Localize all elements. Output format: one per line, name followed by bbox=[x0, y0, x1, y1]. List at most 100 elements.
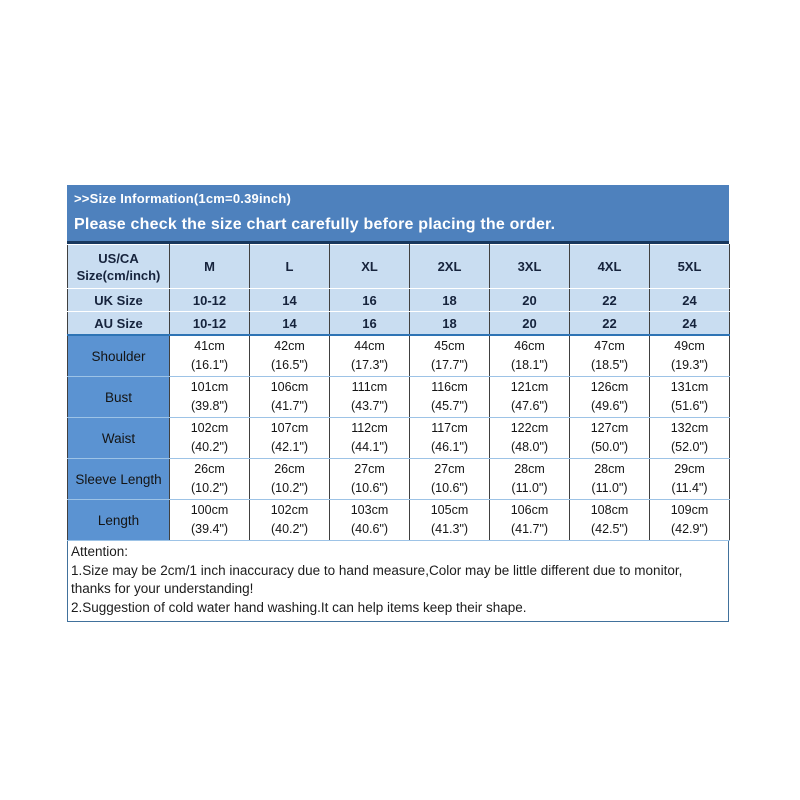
measurement-value-cell: 41cm (16.1") bbox=[169, 334, 250, 377]
measurement-value-cell: 112cm (44.1") bbox=[329, 417, 410, 459]
measurement-inch: (41.7") bbox=[270, 399, 309, 413]
measurement-cm: 126cm bbox=[590, 380, 629, 394]
measurement-cm: 131cm bbox=[670, 380, 709, 394]
measurement-inch: (40.2") bbox=[190, 440, 229, 454]
measurement-cm: 103cm bbox=[350, 503, 389, 517]
measurement-inch: (17.3") bbox=[350, 358, 389, 372]
measurement-inch: (40.2") bbox=[270, 522, 309, 536]
measurement-inch: (18.5") bbox=[590, 358, 629, 372]
corner-header-line1: US/CA bbox=[98, 250, 139, 266]
measurement-cm: 41cm bbox=[194, 339, 225, 353]
measurement-value-cell: 122cm (48.0") bbox=[489, 417, 570, 459]
size-value-cell: 24 bbox=[649, 311, 730, 336]
size-info-subtitle: Please check the size chart carefully be… bbox=[74, 216, 556, 233]
attention-note-2: 2.Suggestion of cold water hand washing.… bbox=[71, 599, 527, 615]
size-value-cell: 10-12 bbox=[169, 311, 250, 336]
measurement-value-cell: 26cm (10.2") bbox=[169, 458, 250, 500]
measurement-cm: 26cm bbox=[274, 462, 305, 476]
measurement-value-cell: 109cm (42.9") bbox=[649, 499, 730, 541]
measurement-inch: (16.1") bbox=[190, 358, 229, 372]
size-value-cell: 14 bbox=[249, 311, 330, 336]
measurement-value-cell: 44cm (17.3") bbox=[329, 334, 410, 377]
measurement-cm: 49cm bbox=[674, 339, 705, 353]
measurement-inch: (40.6") bbox=[350, 522, 389, 536]
measurement-row-label: Sleeve Length bbox=[67, 458, 170, 500]
measurement-cm: 116cm bbox=[431, 380, 468, 394]
measurement-row-label: Shoulder bbox=[67, 334, 170, 377]
measurement-cm: 46cm bbox=[514, 339, 545, 353]
measurement-inch: (42.1") bbox=[270, 440, 309, 454]
measurement-cm: 47cm bbox=[594, 339, 625, 353]
measurement-inch: (17.7") bbox=[430, 358, 469, 372]
measurement-inch: (19.3") bbox=[670, 358, 709, 372]
measurement-inch: (42.9") bbox=[670, 522, 709, 536]
measurement-row: Bust 101cm (39.8") 106cm (41.7") 111cm (43.7")… bbox=[67, 376, 730, 418]
measurement-cm: 109cm bbox=[670, 503, 709, 517]
size-column-header: 3XL bbox=[489, 244, 570, 289]
size-row-label: UK Size bbox=[67, 288, 170, 312]
measurement-inch: (11.0") bbox=[591, 481, 628, 495]
measurement-value-cell: 127cm (50.0") bbox=[569, 417, 650, 459]
measurement-inch: (43.7") bbox=[350, 399, 389, 413]
measurement-value-cell: 107cm (42.1") bbox=[249, 417, 330, 459]
measurement-row: Sleeve Length 26cm (10.2") 26cm (10.2") 27cm (… bbox=[67, 458, 730, 500]
size-column-header: XL bbox=[329, 244, 410, 289]
size-column-header: 2XL bbox=[409, 244, 490, 289]
measurement-value-cell: 102cm (40.2") bbox=[249, 499, 330, 541]
measurement-cm: 27cm bbox=[354, 462, 385, 476]
measurement-cm: 100cm bbox=[190, 503, 229, 517]
measurement-value-cell: 28cm (11.0") bbox=[489, 458, 570, 500]
measurement-inch: (18.1") bbox=[510, 358, 549, 372]
measurement-row-label: Bust bbox=[67, 376, 170, 418]
measurement-inch: (10.6") bbox=[430, 481, 469, 495]
measurement-value-cell: 27cm (10.6") bbox=[409, 458, 490, 500]
measurement-cm: 121cm bbox=[510, 380, 549, 394]
measurement-cm: 122cm bbox=[510, 421, 549, 435]
measurement-inch: (47.6") bbox=[510, 399, 549, 413]
attention-note-1: 1.Size may be 2cm/1 inch inaccuracy due … bbox=[71, 562, 683, 597]
measurement-inch: (46.1") bbox=[430, 440, 469, 454]
measurement-value-cell: 101cm (39.8") bbox=[169, 376, 250, 418]
measurement-cm: 28cm bbox=[594, 462, 625, 476]
measurement-value-cell: 26cm (10.2") bbox=[249, 458, 330, 500]
measurement-cm: 42cm bbox=[274, 339, 305, 353]
measurement-value-cell: 29cm (11.4") bbox=[649, 458, 730, 500]
measurement-row: Shoulder 41cm (16.1") 42cm (16.5") 44cm (17.3"… bbox=[67, 334, 730, 377]
measurement-cm: 102cm bbox=[270, 503, 309, 517]
measurement-cm: 27cm bbox=[434, 462, 465, 476]
size-column-header: L bbox=[249, 244, 330, 289]
measurement-cm: 101cm bbox=[190, 380, 229, 394]
measurement-cm: 29cm bbox=[674, 462, 705, 476]
size-value-cell: 24 bbox=[649, 288, 730, 312]
measurement-value-cell: 121cm (47.6") bbox=[489, 376, 570, 418]
measurement-row: Length 100cm (39.4") 102cm (40.2") 103cm (40.6… bbox=[67, 499, 730, 541]
measurement-inch: (41.3") bbox=[430, 522, 469, 536]
size-column-header: M bbox=[169, 244, 250, 289]
measurement-value-cell: 47cm (18.5") bbox=[569, 334, 650, 377]
measurement-cm: 44cm bbox=[354, 339, 385, 353]
measurement-inch: (39.8") bbox=[190, 399, 229, 413]
size-value-cell: 18 bbox=[409, 311, 490, 336]
measurement-row-label: Length bbox=[67, 499, 170, 541]
measurement-inch: (51.6") bbox=[670, 399, 709, 413]
measurement-cm: 102cm bbox=[190, 421, 229, 435]
measurement-value-cell: 132cm (52.0") bbox=[649, 417, 730, 459]
measurement-cm: 108cm bbox=[590, 503, 629, 517]
measurement-value-cell: 117cm (46.1") bbox=[409, 417, 490, 459]
size-value-cell: 18 bbox=[409, 288, 490, 312]
measurement-value-cell: 103cm (40.6") bbox=[329, 499, 410, 541]
size-value-cell: 16 bbox=[329, 288, 410, 312]
size-value-cell: 14 bbox=[249, 288, 330, 312]
measurement-value-cell: 111cm (43.7") bbox=[329, 376, 410, 418]
measurement-inch: (44.1") bbox=[350, 440, 389, 454]
size-value-cell: 20 bbox=[489, 288, 570, 312]
measurement-value-cell: 131cm (51.6") bbox=[649, 376, 730, 418]
measurement-value-cell: 116cm (45.7") bbox=[409, 376, 490, 418]
measurement-cm: 111cm bbox=[351, 380, 388, 394]
measurement-value-cell: 49cm (19.3") bbox=[649, 334, 730, 377]
measurement-row-label: Waist bbox=[67, 417, 170, 459]
measurement-value-cell: 46cm (18.1") bbox=[489, 334, 570, 377]
size-value-cell: 16 bbox=[329, 311, 410, 336]
measurement-cm: 28cm bbox=[514, 462, 545, 476]
attention-title: Attention: bbox=[71, 544, 129, 559]
